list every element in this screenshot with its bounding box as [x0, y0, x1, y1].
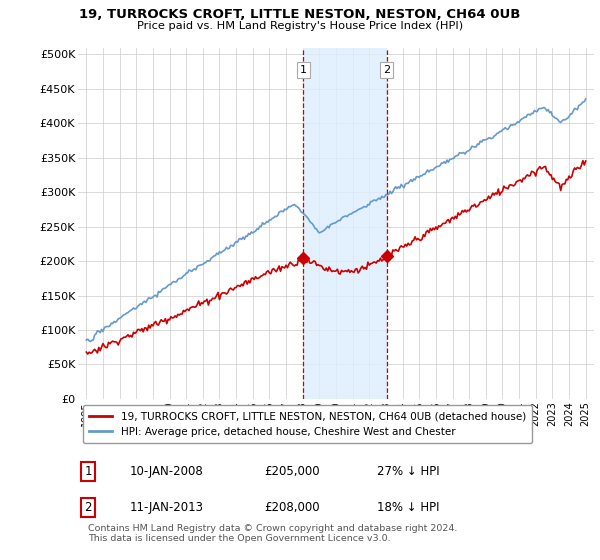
Text: Contains HM Land Registry data © Crown copyright and database right 2024.
This d: Contains HM Land Registry data © Crown c…: [88, 524, 458, 543]
Text: 1: 1: [300, 64, 307, 74]
Text: 10-JAN-2008: 10-JAN-2008: [130, 465, 203, 478]
Text: 2: 2: [383, 64, 390, 74]
Text: £205,000: £205,000: [264, 465, 319, 478]
Bar: [304, 48, 386, 399]
Text: 27% ↓ HPI: 27% ↓ HPI: [377, 465, 440, 478]
Text: 1: 1: [85, 465, 92, 478]
Text: 18% ↓ HPI: 18% ↓ HPI: [377, 501, 440, 514]
Text: Price paid vs. HM Land Registry's House Price Index (HPI): Price paid vs. HM Land Registry's House …: [137, 21, 463, 31]
Text: 2: 2: [85, 501, 92, 514]
Text: 19, TURROCKS CROFT, LITTLE NESTON, NESTON, CH64 0UB: 19, TURROCKS CROFT, LITTLE NESTON, NESTO…: [79, 8, 521, 21]
Text: 11-JAN-2013: 11-JAN-2013: [130, 501, 203, 514]
Text: £208,000: £208,000: [264, 501, 319, 514]
Legend: 19, TURROCKS CROFT, LITTLE NESTON, NESTON, CH64 0UB (detached house), HPI: Avera: 19, TURROCKS CROFT, LITTLE NESTON, NESTO…: [83, 405, 532, 443]
